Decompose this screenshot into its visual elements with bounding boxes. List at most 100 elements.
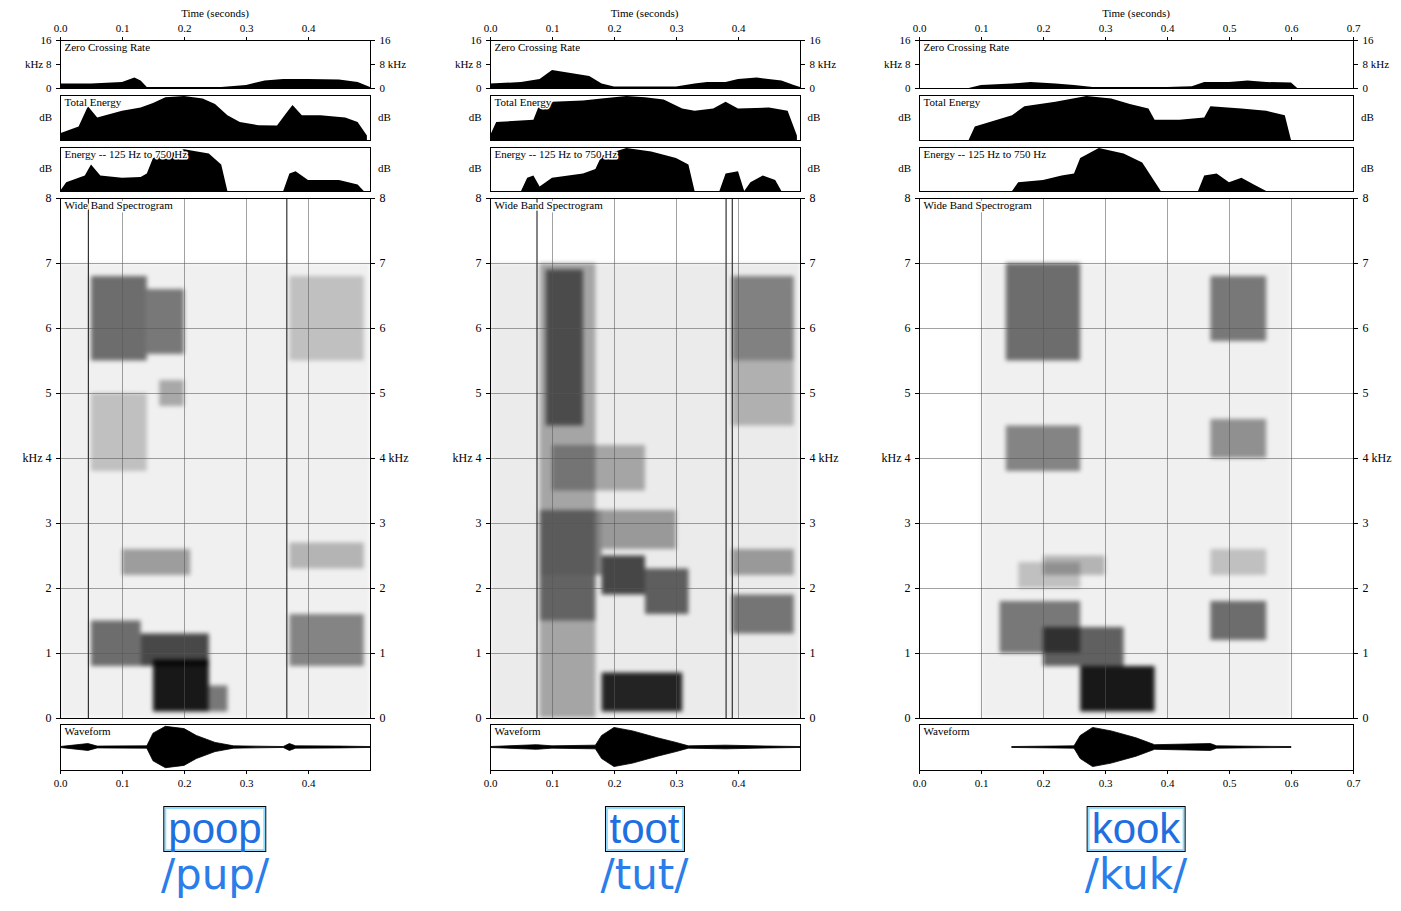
svg-text:0.2: 0.2 (1037, 777, 1051, 789)
svg-text:0: 0 (380, 711, 386, 725)
svg-text:0: 0 (475, 711, 481, 725)
svg-text:7: 7 (380, 256, 386, 270)
svg-text:7: 7 (1363, 256, 1369, 270)
svg-text:0.3: 0.3 (240, 777, 254, 789)
svg-text:6: 6 (905, 321, 911, 335)
svg-text:16: 16 (470, 34, 482, 46)
svg-text:0: 0 (905, 711, 911, 725)
svg-text:16: 16 (380, 34, 392, 46)
svg-text:0.2: 0.2 (178, 777, 192, 789)
svg-text:0.5: 0.5 (1223, 22, 1237, 34)
svg-text:5: 5 (475, 386, 481, 400)
svg-text:2: 2 (1363, 581, 1369, 595)
svg-text:8: 8 (475, 191, 481, 205)
svg-text:2: 2 (809, 581, 815, 595)
svg-text:8 kHz: 8 kHz (380, 58, 407, 70)
svg-text:5: 5 (809, 386, 815, 400)
svg-text:Energy -- 125 Hz to 750 Hz: Energy -- 125 Hz to 750 Hz (65, 148, 188, 160)
svg-text:4 kHz: 4 kHz (1363, 451, 1392, 465)
svg-text:0: 0 (809, 82, 815, 94)
svg-text:6: 6 (1363, 321, 1369, 335)
svg-text:2: 2 (475, 581, 481, 595)
svg-text:5: 5 (380, 386, 386, 400)
svg-text:0.3: 0.3 (240, 22, 254, 34)
svg-text:0: 0 (380, 82, 386, 94)
svg-text:0: 0 (1363, 711, 1369, 725)
svg-text:Energy -- 125 Hz to 750 Hz: Energy -- 125 Hz to 750 Hz (924, 148, 1047, 160)
svg-text:0.0: 0.0 (54, 777, 68, 789)
svg-text:kHz 8: kHz 8 (884, 58, 911, 70)
svg-text:Wide Band Spectrogram: Wide Band Spectrogram (494, 199, 603, 211)
svg-text:4 kHz: 4 kHz (380, 451, 409, 465)
svg-text:Waveform: Waveform (924, 725, 971, 737)
svg-text:16: 16 (900, 34, 912, 46)
svg-text:kHz 8: kHz 8 (25, 58, 52, 70)
svg-text:3: 3 (1363, 516, 1369, 530)
svg-text:3: 3 (809, 516, 815, 530)
svg-text:3: 3 (46, 516, 52, 530)
svg-text:0.2: 0.2 (607, 777, 621, 789)
svg-text:0.0: 0.0 (913, 22, 927, 34)
svg-text:0.2: 0.2 (607, 22, 621, 34)
svg-text:1: 1 (46, 646, 52, 660)
svg-text:3: 3 (905, 516, 911, 530)
svg-text:0.4: 0.4 (731, 777, 745, 789)
svg-text:Zero Crossing Rate: Zero Crossing Rate (924, 41, 1010, 53)
svg-text:0.0: 0.0 (54, 22, 68, 34)
svg-text:1: 1 (809, 646, 815, 660)
svg-text:0.0: 0.0 (483, 22, 497, 34)
svg-text:8: 8 (1363, 191, 1369, 205)
svg-text:4 kHz: 4 kHz (809, 451, 838, 465)
svg-text:6: 6 (380, 321, 386, 335)
svg-text:0: 0 (905, 82, 911, 94)
svg-text:0.4: 0.4 (731, 22, 745, 34)
svg-text:Waveform: Waveform (65, 725, 112, 737)
svg-text:1: 1 (380, 646, 386, 660)
svg-text:Zero Crossing Rate: Zero Crossing Rate (65, 41, 151, 53)
svg-text:0.6: 0.6 (1285, 22, 1299, 34)
svg-text:16: 16 (1363, 34, 1375, 46)
svg-text:0: 0 (809, 711, 815, 725)
svg-text:0.0: 0.0 (483, 777, 497, 789)
svg-text:5: 5 (905, 386, 911, 400)
svg-text:0.5: 0.5 (1223, 777, 1237, 789)
svg-text:Wide Band Spectrogram: Wide Band Spectrogram (924, 199, 1033, 211)
svg-text:Total Energy: Total Energy (494, 96, 551, 108)
svg-text:0.3: 0.3 (1099, 22, 1113, 34)
svg-text:0.4: 0.4 (302, 777, 316, 789)
svg-text:Wide Band Spectrogram: Wide Band Spectrogram (65, 199, 174, 211)
svg-text:1: 1 (1363, 646, 1369, 660)
svg-text:6: 6 (809, 321, 815, 335)
svg-text:0.1: 0.1 (545, 777, 559, 789)
svg-text:0.3: 0.3 (669, 22, 683, 34)
svg-text:Energy -- 125 Hz to 750 Hz: Energy -- 125 Hz to 750 Hz (494, 148, 617, 160)
svg-text:0.4: 0.4 (1161, 777, 1175, 789)
svg-text:8 kHz: 8 kHz (809, 58, 836, 70)
svg-text:0: 0 (46, 82, 52, 94)
svg-text:0.1: 0.1 (545, 22, 559, 34)
svg-text:0.1: 0.1 (116, 777, 130, 789)
svg-text:0.1: 0.1 (975, 777, 989, 789)
svg-text:16: 16 (809, 34, 821, 46)
svg-text:8: 8 (46, 191, 52, 205)
svg-text:6: 6 (46, 321, 52, 335)
svg-text:5: 5 (46, 386, 52, 400)
svg-text:0: 0 (476, 82, 482, 94)
svg-text:kHz 4: kHz 4 (882, 451, 911, 465)
svg-text:6: 6 (475, 321, 481, 335)
svg-text:2: 2 (46, 581, 52, 595)
svg-text:3: 3 (380, 516, 386, 530)
svg-text:Zero Crossing Rate: Zero Crossing Rate (494, 41, 580, 53)
svg-text:0.4: 0.4 (1161, 22, 1175, 34)
svg-text:2: 2 (905, 581, 911, 595)
svg-text:0.6: 0.6 (1285, 777, 1299, 789)
svg-text:0.7: 0.7 (1347, 22, 1361, 34)
svg-text:8: 8 (905, 191, 911, 205)
svg-text:1: 1 (905, 646, 911, 660)
svg-text:0.2: 0.2 (1037, 22, 1051, 34)
svg-text:0.1: 0.1 (116, 22, 130, 34)
svg-text:0.3: 0.3 (1099, 777, 1113, 789)
svg-text:2: 2 (380, 581, 386, 595)
svg-text:7: 7 (475, 256, 481, 270)
svg-text:0.0: 0.0 (913, 777, 927, 789)
